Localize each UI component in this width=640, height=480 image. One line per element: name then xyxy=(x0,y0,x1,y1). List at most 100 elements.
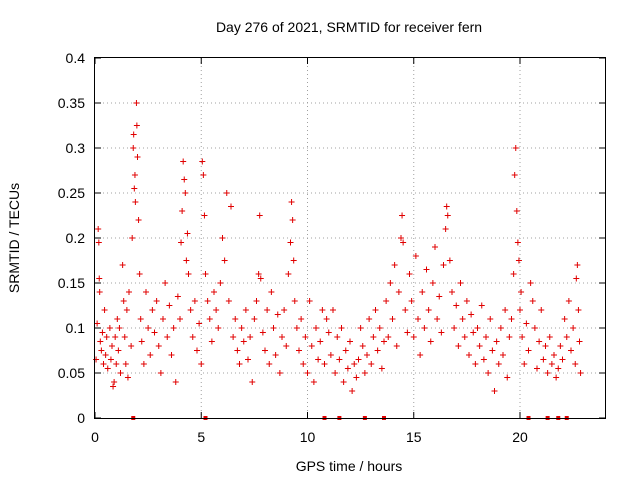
y-tick-label: 0.35 xyxy=(58,95,85,111)
data-point xyxy=(438,329,445,336)
y-axis: 0 0.05 0.1 0.15 0.2 0.25 0.3 0.35 0.4 xyxy=(58,50,605,426)
data-point xyxy=(302,334,309,340)
data-point xyxy=(385,334,392,340)
data-point xyxy=(98,347,105,354)
data-point xyxy=(117,370,124,376)
data-point xyxy=(470,329,477,336)
data-point xyxy=(493,338,500,345)
data-point xyxy=(476,343,483,349)
data-point xyxy=(514,239,521,246)
data-point xyxy=(573,275,580,282)
data-point xyxy=(349,388,356,394)
x-tick-label: 10 xyxy=(300,429,316,445)
data-point xyxy=(468,311,475,318)
data-point xyxy=(223,190,230,196)
data-point xyxy=(253,298,260,304)
data-point xyxy=(576,338,583,345)
data-point xyxy=(308,343,315,349)
y-tick-label: 0.1 xyxy=(66,320,86,336)
data-point xyxy=(201,212,208,219)
data-point xyxy=(180,158,187,165)
data-point xyxy=(219,235,226,241)
data-point xyxy=(143,289,149,295)
data-point xyxy=(215,325,222,331)
data-point xyxy=(128,343,135,349)
data-point xyxy=(285,271,292,277)
data-point xyxy=(296,347,302,354)
data-point xyxy=(351,361,358,367)
data-point xyxy=(478,302,485,309)
data-point xyxy=(395,289,402,295)
y-axis-label: SRMTID / TECUs xyxy=(6,183,22,293)
data-point xyxy=(279,334,285,340)
data-point xyxy=(383,298,390,304)
data-point xyxy=(255,271,262,277)
data-point xyxy=(370,334,377,340)
data-point xyxy=(114,316,121,322)
data-point xyxy=(266,361,273,367)
data-point xyxy=(553,374,560,381)
data-point xyxy=(536,338,543,345)
data-point xyxy=(330,307,336,313)
data-point xyxy=(347,338,353,345)
data-point xyxy=(289,217,296,223)
data-point xyxy=(425,307,432,313)
data-point xyxy=(126,289,132,295)
data-point xyxy=(189,334,196,340)
data-point xyxy=(404,329,411,336)
data-point xyxy=(103,334,110,340)
data-point xyxy=(457,280,464,286)
data-point xyxy=(298,316,305,322)
data-point xyxy=(274,311,281,318)
data-point xyxy=(168,352,175,358)
data-point xyxy=(121,334,128,340)
data-point xyxy=(338,325,345,331)
data-point xyxy=(497,325,504,331)
data-point xyxy=(374,347,381,354)
data-point xyxy=(459,316,466,322)
x-axis: 0 5 10 15 20 xyxy=(91,58,528,445)
data-point xyxy=(164,334,171,340)
data-point xyxy=(225,298,232,304)
data-point xyxy=(561,316,568,322)
data-point xyxy=(332,370,339,376)
data-point xyxy=(368,361,375,367)
data-point xyxy=(287,239,294,246)
y-tick-label: 0 xyxy=(77,410,85,426)
data-point xyxy=(463,298,470,304)
data-point xyxy=(304,370,311,376)
data-point xyxy=(355,356,362,363)
data-point xyxy=(123,307,130,313)
data-point xyxy=(451,325,458,331)
data-point xyxy=(327,352,334,358)
data-point xyxy=(283,343,290,349)
data-point xyxy=(313,325,319,331)
data-point xyxy=(259,329,266,336)
data-point xyxy=(502,307,509,313)
data-point xyxy=(344,365,351,372)
data-point xyxy=(408,298,415,304)
data-point xyxy=(455,343,462,349)
data-point xyxy=(381,338,387,345)
data-point xyxy=(400,239,407,246)
data-point xyxy=(230,334,237,340)
x-axis-label: GPS time / hours xyxy=(296,458,403,474)
data-point xyxy=(170,325,177,331)
data-point xyxy=(251,316,258,322)
data-point xyxy=(551,352,557,358)
data-point xyxy=(444,212,451,219)
data-point xyxy=(132,199,139,205)
data-point xyxy=(101,307,108,313)
data-point xyxy=(489,347,496,354)
data-point xyxy=(99,329,106,336)
data-point xyxy=(264,307,271,313)
data-point xyxy=(256,212,263,219)
data-point xyxy=(434,316,441,322)
x-tick-label: 0 xyxy=(91,429,99,445)
y-tick-label: 0.4 xyxy=(66,50,86,66)
data-point xyxy=(548,361,555,367)
data-point xyxy=(483,334,489,340)
data-point xyxy=(115,347,122,354)
data-point xyxy=(410,334,417,340)
